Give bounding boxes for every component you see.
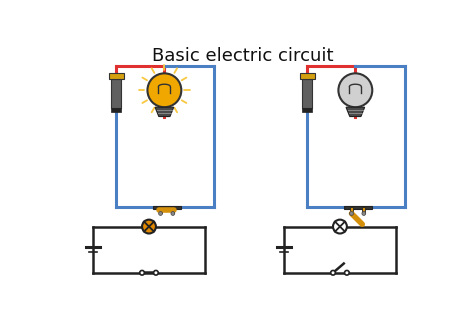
Circle shape (159, 211, 163, 216)
Circle shape (140, 270, 145, 275)
FancyBboxPatch shape (362, 207, 365, 214)
Circle shape (171, 211, 175, 216)
Circle shape (142, 220, 156, 234)
Circle shape (345, 270, 349, 275)
Circle shape (333, 220, 347, 234)
FancyBboxPatch shape (111, 108, 121, 112)
Circle shape (349, 211, 354, 216)
FancyBboxPatch shape (300, 73, 315, 79)
Circle shape (338, 73, 372, 107)
Circle shape (154, 270, 158, 275)
Polygon shape (155, 107, 173, 117)
FancyBboxPatch shape (344, 206, 372, 209)
FancyBboxPatch shape (302, 79, 312, 108)
FancyBboxPatch shape (111, 79, 121, 108)
FancyBboxPatch shape (109, 73, 124, 79)
Circle shape (331, 270, 335, 275)
Polygon shape (346, 107, 365, 117)
Circle shape (147, 73, 182, 107)
FancyBboxPatch shape (153, 206, 181, 209)
Circle shape (362, 211, 366, 216)
FancyBboxPatch shape (159, 207, 162, 214)
FancyBboxPatch shape (350, 207, 353, 214)
FancyBboxPatch shape (171, 207, 174, 214)
FancyBboxPatch shape (302, 108, 312, 112)
Text: Basic electric circuit: Basic electric circuit (152, 47, 334, 65)
